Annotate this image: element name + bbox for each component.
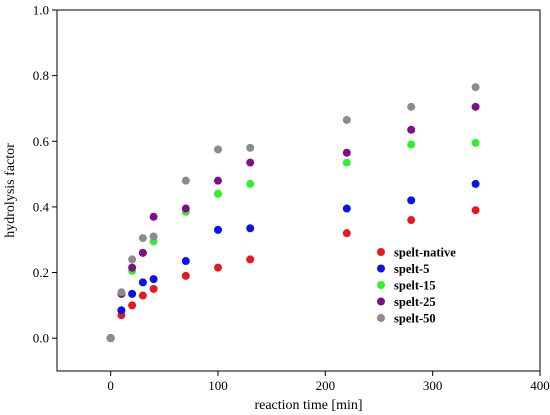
legend-marker-spelt-25 <box>377 297 385 306</box>
data-point-spelt-5 <box>138 278 147 287</box>
x-tick-label: 200 <box>316 378 336 393</box>
data-point-spelt-50 <box>181 176 190 185</box>
data-point-spelt-native <box>342 229 351 238</box>
y-tick-label: 0.8 <box>33 68 49 83</box>
data-point-spelt-25 <box>181 204 190 213</box>
x-tick-label: 400 <box>530 378 550 393</box>
data-point-spelt-5 <box>342 204 351 213</box>
data-point-spelt-50 <box>471 83 480 92</box>
plot-frame <box>56 9 541 372</box>
data-point-spelt-25 <box>138 248 147 257</box>
y-axis-label: hydrolysis factor <box>3 143 18 238</box>
x-axis-ticks: 0 100 200 300 400 <box>107 371 550 393</box>
data-point-spelt-5 <box>214 225 222 234</box>
data-point-spelt-native <box>471 206 480 215</box>
data-point-spelt-50 <box>106 334 115 343</box>
data-point-spelt-25 <box>471 102 480 111</box>
data-point-spelt-50 <box>128 255 137 264</box>
legend-label-spelt-5: spelt-5 <box>394 262 429 276</box>
data-point-spelt-25 <box>214 176 222 185</box>
x-tick-label: 100 <box>208 378 228 393</box>
data-point-spelt-50 <box>149 232 158 241</box>
data-point-spelt-50 <box>407 102 416 111</box>
y-tick-label: 0.6 <box>33 134 50 149</box>
data-point-spelt-50 <box>138 234 147 243</box>
legend-label-spelt-native: spelt-native <box>394 246 456 260</box>
data-point-spelt-15 <box>407 140 416 149</box>
data-point-spelt-native <box>246 255 255 264</box>
data-point-spelt-native <box>407 216 416 225</box>
x-tick-label: 0 <box>107 378 114 393</box>
data-point-spelt-5 <box>128 289 137 298</box>
data-point-spelt-50 <box>342 115 351 124</box>
x-tick-label: 300 <box>423 378 443 393</box>
y-tick-label: 0.4 <box>33 199 50 214</box>
data-point-spelt-50 <box>117 288 126 297</box>
data-point-spelt-15 <box>342 158 351 167</box>
x-axis-label: reaction time [min] <box>254 398 362 413</box>
data-point-spelt-15 <box>246 179 255 188</box>
legend-marker-spelt-5 <box>377 264 385 273</box>
data-point-spelt-5 <box>117 306 126 315</box>
y-tick-label: 0.2 <box>33 265 49 280</box>
data-point-spelt-5 <box>149 275 158 284</box>
legend-label-spelt-25: spelt-25 <box>394 295 436 309</box>
data-point-spelt-5 <box>246 224 255 233</box>
axes-frame <box>56 9 541 372</box>
legend-marker-spelt-50 <box>377 314 385 322</box>
legend-label-spelt-15: spelt-15 <box>394 279 436 293</box>
data-point-spelt-15 <box>214 189 222 198</box>
data-point-spelt-25 <box>246 158 255 167</box>
data-point-spelt-native <box>181 271 190 280</box>
data-point-spelt-50 <box>214 145 222 154</box>
data-point-spelt-25 <box>128 263 137 272</box>
data-point-spelt-25 <box>149 212 158 221</box>
legend-label-spelt-50: spelt-50 <box>394 312 436 326</box>
y-tick-label: 1.0 <box>33 3 49 18</box>
data-point-spelt-native <box>138 291 147 300</box>
legend-marker-spelt-15 <box>377 281 385 289</box>
legend-marker-spelt-native <box>377 248 385 256</box>
data-point-spelt-native <box>214 263 222 272</box>
y-tick-label: 0.0 <box>33 331 49 346</box>
data-point-spelt-15 <box>471 138 480 147</box>
data-point-spelt-5 <box>471 179 480 188</box>
data-point-spelt-25 <box>407 125 416 134</box>
data-point-spelt-25 <box>342 148 351 157</box>
data-point-spelt-50 <box>246 143 255 152</box>
y-axis-ticks: 0.0 0.2 0.4 0.6 0.8 1.0 <box>33 3 57 346</box>
data-point-spelt-native <box>149 284 158 293</box>
data-points <box>106 83 480 343</box>
legend: spelt-native spelt-5 spelt-15 spelt-25 spelt… <box>377 246 456 326</box>
data-point-spelt-5 <box>181 257 190 266</box>
data-point-spelt-5 <box>407 196 416 205</box>
data-point-spelt-native <box>128 301 137 310</box>
